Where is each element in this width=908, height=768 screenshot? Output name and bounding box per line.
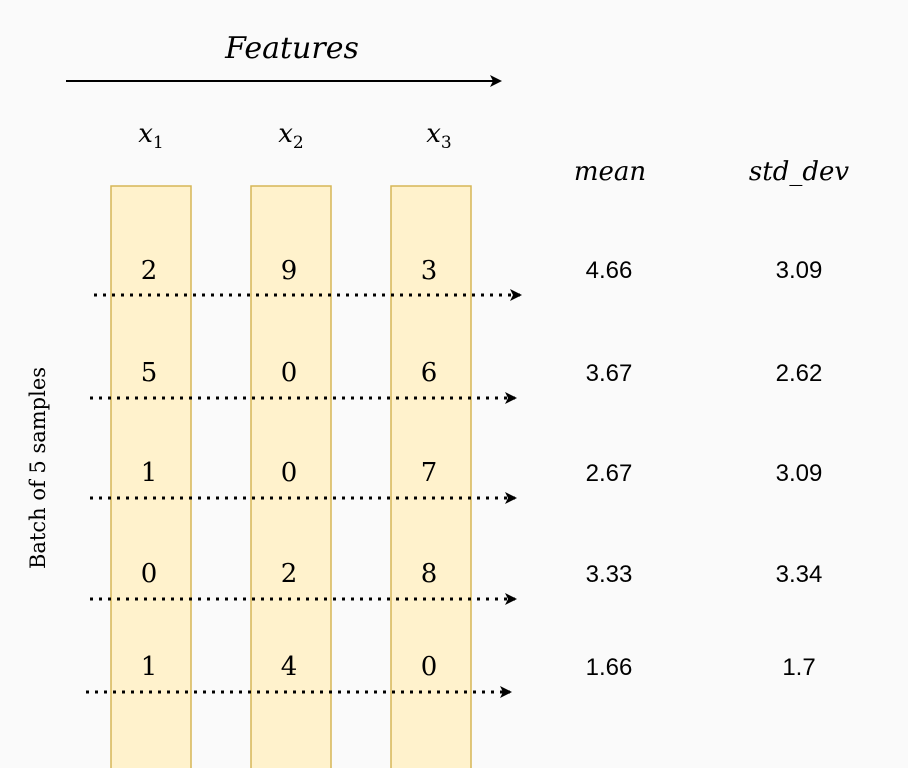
cell-value: 3 xyxy=(421,256,438,286)
row-std-dev: 3.09 xyxy=(776,460,823,487)
cell-value: 0 xyxy=(281,458,298,488)
row-mean: 2.67 xyxy=(586,460,633,487)
feature-header-x1-name: x xyxy=(138,119,153,149)
cell-value: 0 xyxy=(141,559,158,589)
feature-header-x3-name: x xyxy=(426,119,441,149)
feature-header-x3-sub: 3 xyxy=(441,133,452,153)
sample-row: 2 9 3 4.66 3.09 xyxy=(94,256,823,301)
cell-value: 7 xyxy=(421,458,438,488)
sample-row: 5 0 6 3.67 2.62 xyxy=(90,358,823,404)
features-title: Features xyxy=(224,31,359,66)
sample-row: 0 2 8 3.33 3.34 xyxy=(90,559,823,605)
row-std-dev: 3.09 xyxy=(776,257,823,284)
feature-column-x3 xyxy=(390,185,472,768)
feature-column-x1 xyxy=(110,185,192,768)
feature-header-x1-sub: 1 xyxy=(153,133,164,153)
row-mean: 3.67 xyxy=(586,360,633,387)
cell-value: 0 xyxy=(281,358,298,388)
feature-header-x2-name: x xyxy=(278,119,293,149)
cell-value: 9 xyxy=(281,256,298,286)
row-std-dev: 2.62 xyxy=(776,360,823,387)
cell-value: 4 xyxy=(281,652,298,682)
row-std-dev: 3.34 xyxy=(776,561,823,588)
mean-header: mean xyxy=(574,157,646,187)
cell-value: 6 xyxy=(421,358,438,388)
feature-header-x2: x2 xyxy=(278,119,304,153)
row-mean: 3.33 xyxy=(586,561,633,588)
feature-header-x3: x3 xyxy=(426,119,452,153)
row-mean: 4.66 xyxy=(586,257,633,284)
feature-header-x1: x1 xyxy=(138,119,164,153)
cell-value: 8 xyxy=(421,559,438,589)
cell-value: 2 xyxy=(281,559,298,589)
cell-value: 1 xyxy=(141,652,158,682)
cell-value: 0 xyxy=(421,652,438,682)
sample-row: 1 0 7 2.67 3.09 xyxy=(90,458,823,504)
batch-label: Batch of 5 samples xyxy=(26,367,50,569)
cell-value: 1 xyxy=(141,458,158,488)
feature-header-x2-sub: 2 xyxy=(293,133,304,153)
row-std-dev: 1.7 xyxy=(782,654,815,681)
cell-value: 2 xyxy=(141,256,158,286)
std-dev-header: std_dev xyxy=(749,157,849,187)
sample-row: 1 4 0 1.66 1.7 xyxy=(86,652,816,698)
row-mean: 1.66 xyxy=(586,654,633,681)
feature-column-x2 xyxy=(250,185,332,768)
cell-value: 5 xyxy=(141,358,158,388)
